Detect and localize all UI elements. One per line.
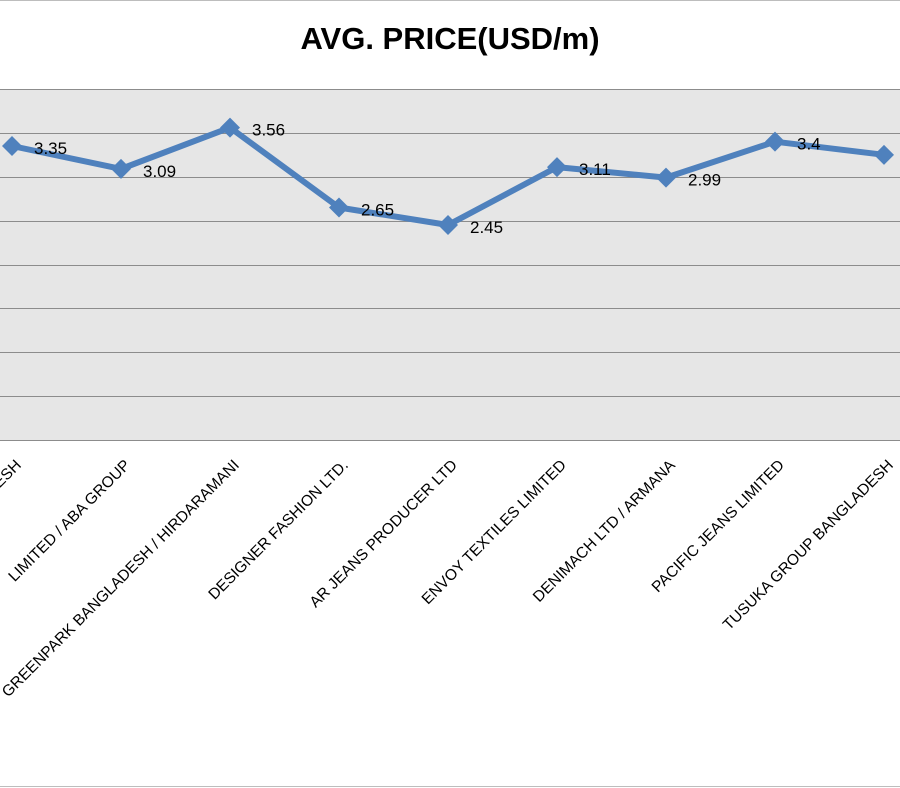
data-label: 2.45 bbox=[470, 218, 503, 237]
x-tick-label: LIMITED / ABA GROUP bbox=[5, 457, 133, 585]
gridlines bbox=[0, 89, 900, 441]
data-label: 3.56 bbox=[252, 121, 285, 140]
data-label: 3.11 bbox=[579, 160, 611, 179]
data-point-marker bbox=[329, 197, 349, 218]
data-labels: 3.35 3.09 3.56 2.65 2.45 3.11 2.99 3.4 bbox=[34, 121, 821, 237]
data-point-marker bbox=[656, 167, 676, 188]
data-label: 3.09 bbox=[143, 162, 176, 181]
data-label: 3.35 bbox=[34, 139, 67, 158]
data-point-marker bbox=[874, 144, 894, 165]
markers bbox=[2, 117, 894, 236]
data-label: 3.4 bbox=[797, 135, 821, 154]
data-point-marker bbox=[438, 215, 458, 236]
chart-title: AVG. PRICE(USD/m) bbox=[300, 21, 600, 56]
data-point-marker bbox=[547, 157, 567, 178]
x-tick-label: GREENPARK BANGLADESH / HIRDARAMANI bbox=[0, 457, 243, 701]
data-point-marker bbox=[220, 117, 240, 138]
data-label: 2.65 bbox=[361, 200, 394, 219]
x-tick-label: DESH bbox=[0, 457, 25, 499]
data-point-marker bbox=[765, 131, 785, 152]
data-point-marker bbox=[111, 158, 131, 179]
data-label: 2.99 bbox=[688, 171, 721, 190]
data-point-marker bbox=[2, 136, 22, 157]
x-tick-label: TUSUKA GROUP BANGLADESH bbox=[720, 457, 897, 634]
